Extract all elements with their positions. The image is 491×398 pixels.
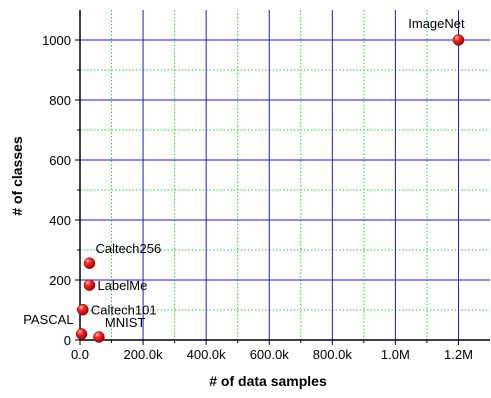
x-tick-label: 200.0k — [124, 347, 164, 362]
x-tick-label: 1.2M — [444, 347, 473, 362]
data-point-label: Caltech256 — [95, 241, 161, 256]
x-tick-label: 400.0k — [187, 347, 227, 362]
data-point — [452, 34, 465, 46]
y-tick-label: 200 — [49, 273, 71, 288]
y-tick-label: 1000 — [42, 33, 71, 48]
y-axis-title: # of classes — [9, 136, 25, 216]
data-point — [93, 331, 105, 343]
data-point — [83, 257, 96, 269]
x-tick-label: 0.0 — [71, 347, 89, 362]
data-point-label: ImageNet — [408, 16, 465, 31]
data-point — [83, 279, 96, 291]
data-point-label: MNIST — [105, 315, 146, 330]
axes — [75, 10, 490, 345]
x-tick-label: 600.0k — [250, 347, 290, 362]
y-tick-label: 400 — [49, 213, 71, 228]
x-axis-title: # of data samples — [209, 373, 327, 389]
y-tick-label: 0 — [64, 333, 71, 348]
y-tick-label: 800 — [49, 93, 71, 108]
data-point — [77, 303, 89, 316]
grid — [80, 10, 490, 340]
data-point-label: LabelMe — [97, 278, 147, 293]
data-points: ImageNet Caltech256 LabelMe Caltech101 PASCA… — [23, 16, 465, 343]
y-tick-label: 600 — [49, 153, 71, 168]
data-point — [75, 328, 88, 340]
tick-labels: 0.0 200.0k 400.0k 600.0k 800.0k 1.0M 1.2M 0 200 4… — [42, 33, 473, 362]
x-tick-label: 800.0k — [313, 347, 353, 362]
data-point-label: PASCAL — [23, 312, 73, 327]
x-tick-label: 1.0M — [381, 347, 410, 362]
data-point-label: Caltech101 — [91, 303, 157, 318]
